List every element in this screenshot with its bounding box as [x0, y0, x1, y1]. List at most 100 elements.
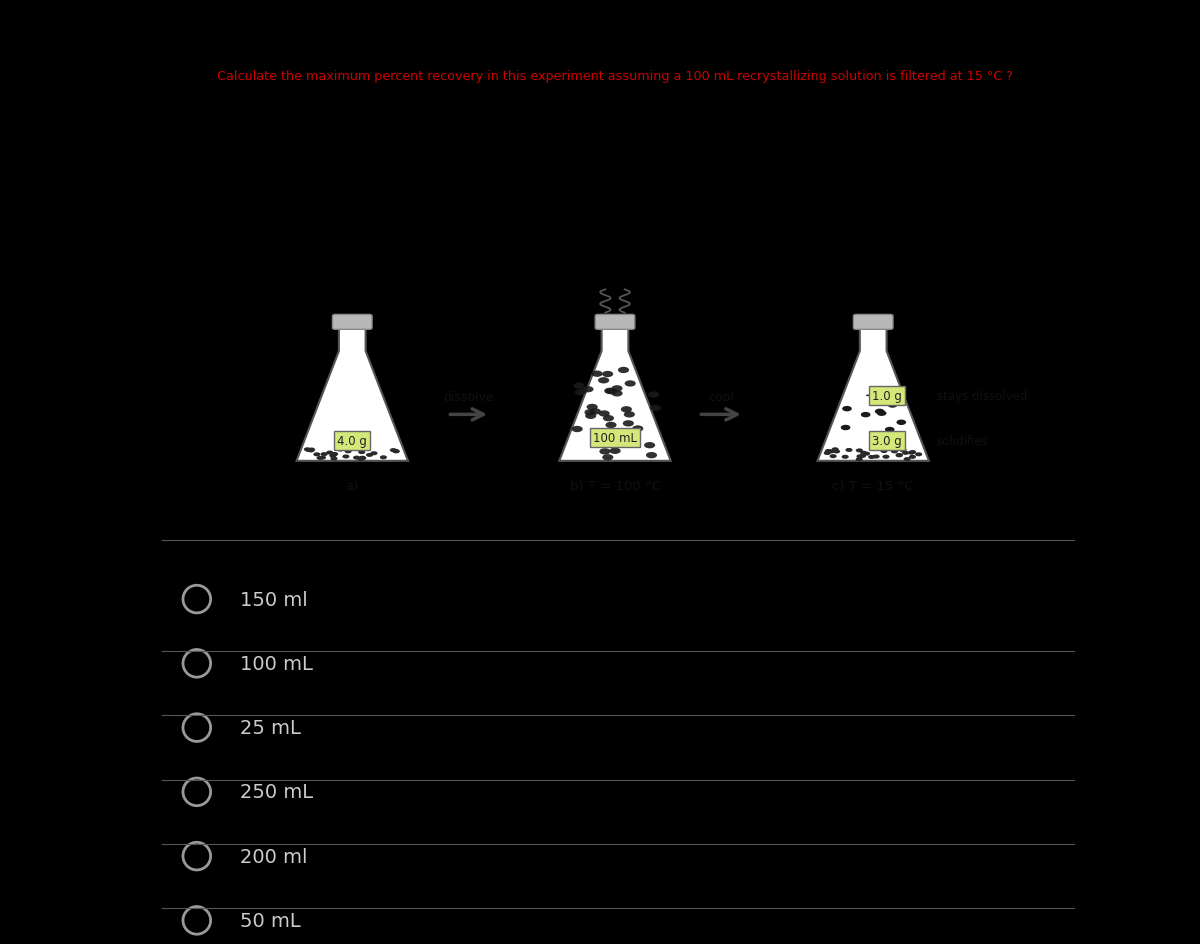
Polygon shape	[817, 329, 929, 462]
Circle shape	[308, 448, 316, 452]
Circle shape	[610, 448, 620, 454]
Text: c) T = 15 °C: c) T = 15 °C	[833, 480, 914, 493]
Polygon shape	[341, 329, 364, 352]
Polygon shape	[563, 362, 667, 460]
Circle shape	[856, 449, 863, 453]
Circle shape	[900, 448, 907, 452]
Circle shape	[841, 426, 851, 430]
Circle shape	[842, 407, 852, 412]
Circle shape	[359, 456, 366, 461]
Circle shape	[877, 411, 887, 416]
Text: a): a)	[346, 480, 359, 493]
Circle shape	[307, 449, 314, 453]
Text: 50 mL: 50 mL	[240, 911, 301, 930]
Circle shape	[902, 451, 910, 455]
FancyBboxPatch shape	[595, 315, 635, 330]
Circle shape	[320, 452, 328, 457]
Circle shape	[571, 427, 583, 432]
Circle shape	[616, 430, 626, 436]
Circle shape	[392, 449, 400, 453]
Circle shape	[390, 448, 397, 453]
Circle shape	[882, 455, 889, 460]
Circle shape	[602, 415, 614, 422]
Circle shape	[881, 449, 888, 453]
Circle shape	[587, 404, 598, 411]
Circle shape	[650, 405, 661, 412]
Circle shape	[857, 455, 864, 459]
Circle shape	[602, 455, 613, 461]
Circle shape	[392, 450, 400, 454]
Circle shape	[833, 450, 840, 454]
Circle shape	[380, 456, 386, 460]
Circle shape	[856, 458, 863, 462]
Circle shape	[904, 458, 911, 462]
Circle shape	[606, 389, 617, 395]
Circle shape	[329, 454, 336, 458]
Circle shape	[884, 428, 894, 433]
Circle shape	[574, 383, 584, 389]
Circle shape	[590, 409, 601, 415]
FancyBboxPatch shape	[332, 315, 372, 330]
Circle shape	[908, 451, 914, 455]
Circle shape	[575, 390, 586, 396]
Circle shape	[358, 450, 365, 455]
Circle shape	[625, 380, 636, 387]
Circle shape	[860, 451, 868, 455]
Circle shape	[623, 421, 634, 427]
Circle shape	[586, 413, 596, 419]
Circle shape	[612, 386, 623, 392]
Text: 250 mL: 250 mL	[240, 783, 313, 801]
Circle shape	[305, 448, 312, 452]
Circle shape	[330, 452, 337, 457]
Circle shape	[859, 454, 866, 459]
Circle shape	[344, 449, 352, 454]
Text: stays dissolved: stays dissolved	[937, 390, 1027, 402]
Circle shape	[868, 456, 875, 460]
Text: The solubility of Acetanilid in water is 4.0 g per 100 °C and 1.0 g per ml at 15: The solubility of Acetanilid in water is…	[280, 37, 950, 52]
Circle shape	[888, 403, 898, 408]
Circle shape	[841, 455, 848, 460]
Circle shape	[319, 456, 326, 460]
Circle shape	[910, 450, 917, 455]
Circle shape	[584, 410, 595, 416]
FancyBboxPatch shape	[853, 315, 893, 330]
Circle shape	[331, 452, 338, 457]
Polygon shape	[296, 329, 408, 462]
Circle shape	[582, 387, 594, 393]
Text: 100 mL: 100 mL	[593, 431, 637, 445]
Circle shape	[895, 453, 902, 458]
Circle shape	[908, 455, 916, 460]
Text: 25 mL: 25 mL	[240, 718, 301, 737]
Circle shape	[371, 452, 378, 456]
Circle shape	[620, 407, 632, 413]
Circle shape	[832, 447, 839, 452]
Circle shape	[618, 367, 629, 374]
Circle shape	[605, 388, 616, 395]
Circle shape	[606, 422, 617, 429]
Circle shape	[829, 455, 836, 459]
Circle shape	[304, 447, 311, 452]
Text: b) T = 100 °C: b) T = 100 °C	[570, 480, 660, 493]
Circle shape	[632, 426, 643, 432]
Circle shape	[646, 452, 658, 459]
Circle shape	[337, 448, 344, 452]
Circle shape	[624, 412, 635, 418]
Circle shape	[358, 448, 365, 452]
Circle shape	[326, 451, 334, 455]
Circle shape	[358, 458, 365, 462]
Text: 100 mL: 100 mL	[240, 654, 313, 673]
Polygon shape	[559, 329, 671, 462]
Text: solidifies: solidifies	[937, 434, 989, 447]
Circle shape	[916, 453, 923, 457]
Text: dissolve: dissolve	[443, 391, 493, 404]
Circle shape	[366, 453, 373, 458]
Text: 150 ml: 150 ml	[240, 590, 307, 609]
Circle shape	[602, 371, 613, 378]
Polygon shape	[862, 329, 884, 352]
Circle shape	[644, 443, 655, 449]
Circle shape	[592, 371, 602, 378]
Circle shape	[895, 454, 902, 458]
Polygon shape	[821, 420, 926, 460]
Circle shape	[860, 413, 870, 418]
Text: 3.0 g: 3.0 g	[872, 434, 901, 447]
